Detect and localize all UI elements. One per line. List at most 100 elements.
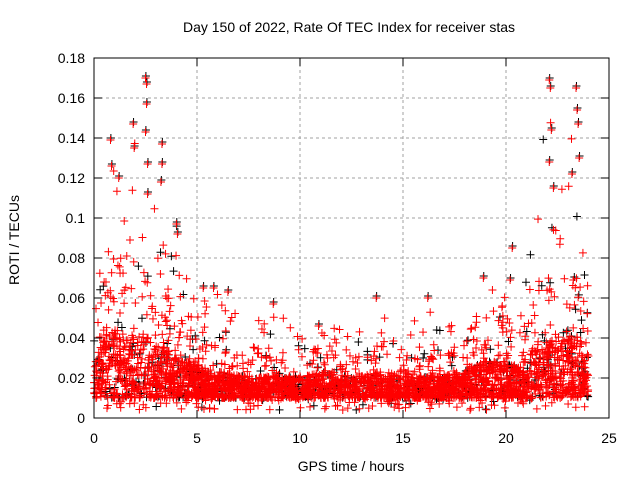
data-point	[335, 325, 344, 334]
data-point	[322, 381, 331, 390]
data-point	[511, 367, 520, 376]
data-point	[527, 346, 536, 355]
data-point	[322, 388, 331, 397]
data-point	[354, 392, 363, 401]
data-point	[575, 154, 584, 162]
data-point	[469, 351, 478, 360]
data-point	[494, 351, 503, 360]
data-point	[485, 388, 494, 397]
data-point	[489, 362, 498, 371]
data-point	[165, 373, 174, 382]
data-point	[335, 382, 344, 391]
data-point	[336, 365, 345, 374]
data-point	[254, 316, 263, 325]
data-point	[558, 380, 567, 389]
data-point	[433, 389, 442, 398]
data-point	[112, 187, 121, 196]
data-point	[511, 390, 520, 399]
data-point	[488, 285, 497, 294]
data-point	[343, 404, 352, 413]
data-point	[472, 318, 481, 327]
data-point	[400, 393, 409, 402]
data-point	[445, 322, 454, 331]
data-point	[496, 375, 505, 384]
data-point	[127, 393, 136, 402]
data-point	[138, 233, 147, 242]
data-point	[135, 350, 144, 359]
data-point	[112, 357, 121, 366]
data-point	[221, 327, 230, 336]
data-point	[580, 270, 589, 279]
data-point	[286, 388, 295, 397]
data-point	[323, 353, 332, 362]
data-point	[449, 393, 458, 402]
data-point	[227, 372, 236, 381]
data-point	[580, 402, 589, 411]
data-point	[186, 335, 195, 344]
data-point	[383, 350, 392, 359]
data-point	[197, 385, 206, 394]
data-point	[521, 335, 530, 344]
data-point	[410, 354, 419, 363]
data-point	[568, 344, 577, 353]
data-point	[129, 324, 138, 333]
data-point	[363, 353, 372, 362]
data-point	[422, 387, 431, 396]
data-point	[142, 80, 151, 88]
data-point	[470, 368, 479, 377]
data-point	[177, 404, 186, 413]
data-point	[220, 371, 229, 380]
data-point	[567, 341, 576, 350]
data-point	[168, 369, 177, 378]
data-point	[497, 303, 506, 312]
data-point	[90, 362, 99, 371]
data-point	[143, 334, 152, 343]
data-point	[415, 383, 424, 392]
data-point	[576, 307, 585, 316]
data-point	[338, 393, 347, 402]
data-point	[251, 380, 260, 389]
data-point	[560, 274, 569, 283]
data-point	[142, 310, 151, 319]
data-point	[218, 334, 227, 343]
data-point	[146, 291, 155, 300]
data-point	[547, 398, 556, 407]
data-point	[340, 387, 349, 396]
data-point	[269, 300, 278, 308]
data-point	[278, 356, 287, 365]
data-point	[331, 351, 340, 360]
data-point	[490, 389, 499, 398]
data-point	[501, 397, 510, 406]
data-point	[384, 391, 393, 400]
data-point	[157, 160, 166, 168]
data-point	[546, 84, 555, 92]
data-point	[256, 390, 265, 399]
y-tick-label: 0.12	[58, 170, 85, 186]
data-point	[481, 405, 490, 414]
data-point	[513, 399, 522, 408]
data-point	[147, 304, 156, 313]
data-point	[396, 367, 405, 376]
data-point	[546, 338, 555, 346]
data-point	[98, 368, 107, 377]
data-point	[201, 396, 210, 405]
data-point	[109, 297, 118, 306]
data-point	[368, 401, 377, 410]
data-point	[146, 380, 155, 389]
data-point	[121, 381, 130, 390]
data-point	[201, 368, 210, 377]
data-point	[127, 377, 136, 386]
data-point	[204, 374, 213, 383]
data-point	[514, 366, 523, 375]
data-point	[503, 314, 512, 323]
data-point	[102, 345, 111, 354]
data-point	[338, 371, 347, 380]
data-point	[573, 106, 582, 114]
data-point	[580, 379, 589, 388]
data-point	[507, 342, 516, 351]
data-point	[399, 361, 408, 370]
data-point	[551, 330, 560, 339]
data-point	[167, 252, 176, 261]
data-point	[170, 385, 179, 394]
data-point	[397, 345, 406, 354]
